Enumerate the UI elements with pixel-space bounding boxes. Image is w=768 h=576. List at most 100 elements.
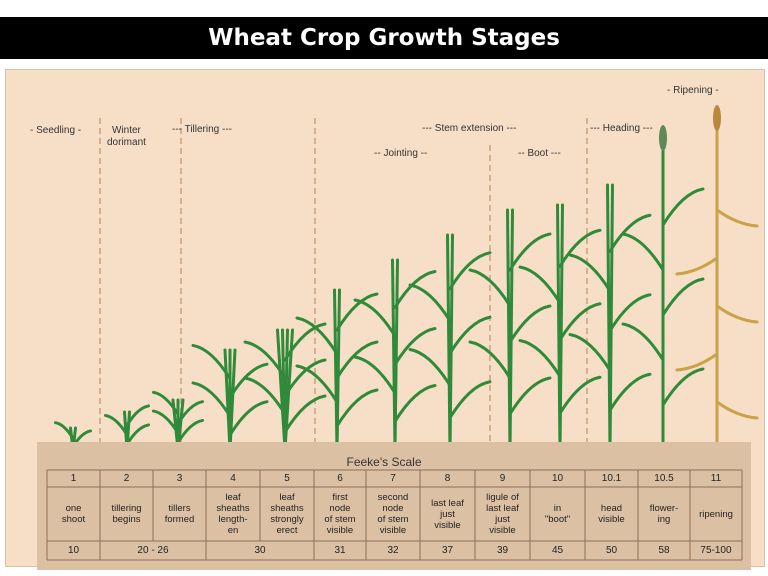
leaf-blade — [335, 388, 379, 428]
leaf-blade — [448, 380, 492, 420]
leaf-blade — [621, 232, 665, 272]
leaf-blade — [608, 213, 652, 253]
leaf-blade — [715, 208, 759, 228]
feekes-stage-number: 7 — [390, 473, 396, 484]
leaf-blade — [243, 376, 287, 416]
label-tillering: --- Tillering --- — [172, 124, 232, 135]
feekes-stage-number: 3 — [176, 473, 183, 484]
title-bar: Wheat Crop Growth Stages — [0, 17, 768, 59]
stem — [608, 183, 614, 452]
leaf-blade — [558, 375, 602, 415]
leaf-blade — [283, 394, 327, 434]
stage-description: leaf sheaths length- en — [216, 492, 250, 536]
leaf-blade — [353, 298, 397, 338]
zadoks-stage-number: 45 — [551, 545, 564, 556]
feekes-stage-number: 2 — [123, 473, 130, 484]
feekes-stage-number: 5 — [284, 473, 290, 484]
leaf-blade — [295, 316, 339, 356]
leaf-blade — [558, 228, 602, 268]
leaf-blade — [468, 268, 512, 308]
leaf-blade — [283, 322, 327, 362]
stage-description: one shoot — [61, 503, 86, 525]
leaf-blade — [715, 304, 759, 324]
leaf-blade — [393, 270, 437, 309]
stage-description: ligule of last leaf just visible — [486, 492, 519, 536]
feekes-stage-number: 10.1 — [601, 473, 622, 484]
label-winter: Winter dorimant — [107, 125, 146, 148]
feekes-stage-number: 9 — [499, 473, 506, 484]
stage-description: second node of stem visible — [377, 492, 409, 536]
stage-dividers — [99, 118, 588, 442]
leaf-blade — [228, 400, 269, 437]
leaf-blade — [176, 418, 204, 444]
leaf-blade — [621, 322, 665, 362]
label-jointing: -- Jointing -- — [374, 148, 428, 159]
label-boot: -- Boot --- — [518, 148, 561, 159]
zadoks-stage-number: 32 — [387, 545, 399, 556]
stem — [508, 208, 514, 452]
leaf-blade — [508, 376, 552, 416]
leaf-blade — [508, 304, 552, 344]
stem — [228, 348, 237, 452]
leaf-blade — [54, 421, 75, 440]
zadoks-stage-number: 75-100 — [700, 545, 732, 556]
leaf-blade — [152, 409, 180, 435]
zadoks-stage-number: 50 — [605, 545, 618, 556]
leaf-blade — [295, 364, 339, 404]
stem — [393, 258, 399, 452]
leaf-blade — [558, 302, 602, 342]
zadoks-stage-number: 37 — [441, 545, 454, 556]
feekes-scale-table — [37, 442, 751, 570]
leaf-blade — [228, 362, 269, 399]
scale-title: Feeke's Scale — [346, 455, 422, 469]
leaf-blade — [608, 293, 652, 333]
stem — [558, 203, 564, 452]
leaf-blade — [125, 404, 150, 427]
leaf-blade — [283, 358, 327, 398]
feekes-stage-number: 6 — [337, 473, 343, 484]
leaf-blade — [176, 400, 204, 426]
leaf-blade — [335, 340, 379, 380]
label-seedling: - Seedling - — [30, 125, 82, 136]
stage-description: leaf sheaths strongly erect — [270, 492, 304, 536]
stage-description: ripening — [699, 508, 733, 520]
leaf-blade — [243, 340, 287, 380]
leaf-blade — [335, 292, 379, 332]
label-heading: --- Heading --- — [590, 123, 653, 134]
leaf-blade — [104, 413, 129, 437]
leaf-blade — [715, 400, 759, 420]
leaf-blade — [353, 355, 397, 395]
feekes-stage-number: 10.5 — [654, 473, 674, 484]
zadoks-stage-number: 58 — [658, 545, 670, 556]
zadoks-stage-number: 30 — [254, 545, 266, 556]
leaf-blade — [661, 277, 705, 317]
leaf-blade — [675, 352, 719, 372]
stage-description: tillers formed — [164, 503, 195, 525]
feekes-stage-number: 8 — [444, 473, 451, 484]
stage-description: first node of stem visible — [324, 492, 356, 536]
leaf-blade — [675, 256, 719, 276]
leaf-blade — [661, 367, 705, 407]
leaf-blade — [393, 327, 437, 366]
leaf-blade — [448, 315, 492, 355]
wheat-head — [659, 125, 667, 151]
leaf-blade — [408, 283, 452, 323]
leaf-blade — [608, 372, 652, 412]
leaf-blade — [448, 251, 492, 291]
label-ripening: - Ripening - — [667, 85, 719, 96]
stage-description: last leaf just visible — [431, 497, 464, 531]
zadoks-stage-number: 20 - 26 — [137, 545, 169, 556]
leaf-blade — [568, 253, 612, 293]
feekes-stage-number: 11 — [710, 473, 722, 484]
wheat-plants — [54, 105, 759, 452]
leaf-blade — [468, 340, 512, 380]
leaf-blade — [518, 339, 562, 378]
leaf-blade — [661, 187, 705, 227]
leaf-blade — [191, 381, 232, 418]
stage-description: flower- ing — [649, 503, 679, 525]
feekes-stage-number: 1 — [70, 473, 77, 484]
stage-description: in "boot" — [544, 503, 571, 525]
leaf-blade — [393, 384, 437, 423]
